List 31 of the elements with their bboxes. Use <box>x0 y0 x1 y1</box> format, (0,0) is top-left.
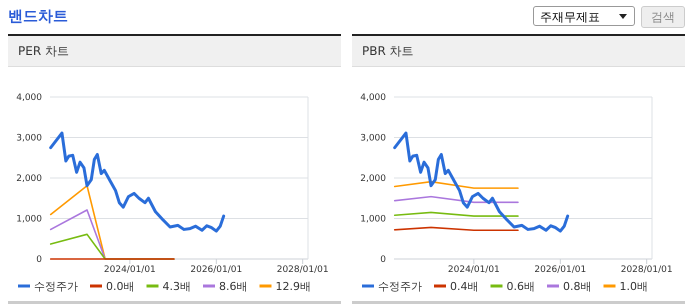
y-tick-label: 3,000 <box>16 134 42 144</box>
legend-label: 수정주가 <box>378 280 422 293</box>
legend-label: 0.0배 <box>106 280 134 293</box>
y-tick-label: 4,000 <box>360 93 386 103</box>
legend-label: 12.9배 <box>276 280 311 293</box>
legend-label: 수정주가 <box>34 280 78 293</box>
x-tick-label: 2028/01/01 <box>276 265 329 275</box>
chart-title: PER 차트 <box>8 36 341 67</box>
legend-label: 4.3배 <box>162 280 191 293</box>
x-tick-label: 2024/01/01 <box>448 265 500 275</box>
y-tick-label: 0 <box>36 255 42 265</box>
x-tick-label: 2028/01/01 <box>620 265 673 275</box>
legend-label: 8.6배 <box>219 280 248 293</box>
legend-label: 0.6배 <box>506 280 535 293</box>
y-tick-label: 1,000 <box>16 214 42 224</box>
text: 밴드차트 <box>8 7 68 26</box>
chart-title: PBR 차트 <box>352 36 685 67</box>
legend-label: 1.0배 <box>620 280 648 293</box>
text: 주재무제표 <box>533 6 635 26</box>
y-tick-label: 1,000 <box>360 214 386 224</box>
y-tick-label: 2,000 <box>360 174 386 184</box>
y-tick-label: 0 <box>380 255 386 265</box>
y-tick-label: 2,000 <box>16 174 42 184</box>
text: 검색 <box>641 6 685 28</box>
legend-label: 0.8배 <box>563 280 592 293</box>
x-tick-label: 2026/01/01 <box>534 265 586 275</box>
y-tick-label: 3,000 <box>360 134 386 144</box>
x-tick-label: 2026/01/01 <box>190 265 242 275</box>
y-tick-label: 4,000 <box>16 93 42 103</box>
legend-label: 0.4배 <box>450 280 478 293</box>
x-tick-label: 2024/01/01 <box>104 265 156 275</box>
